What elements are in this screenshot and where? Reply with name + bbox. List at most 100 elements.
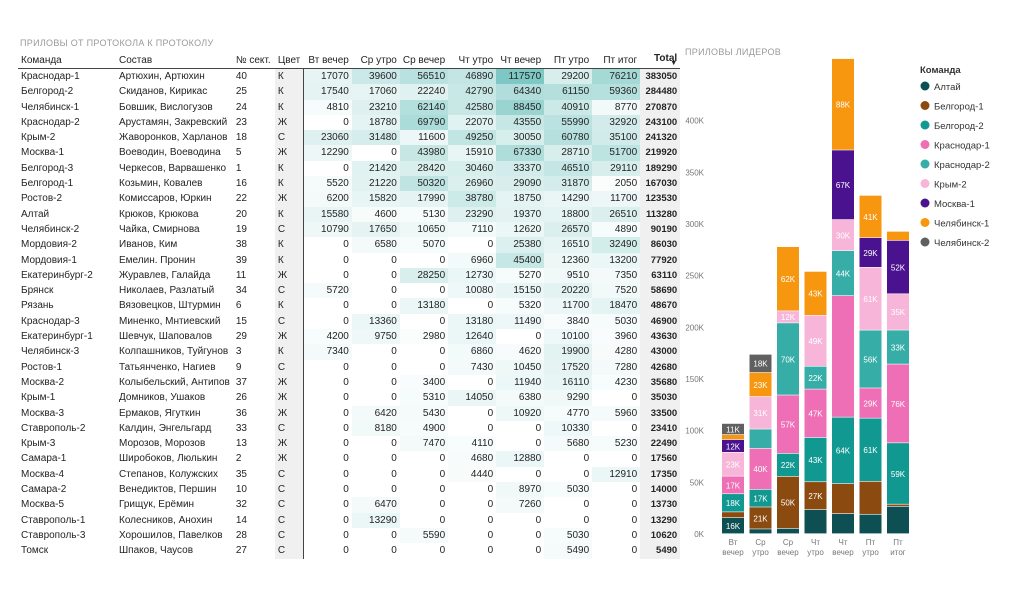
column-header[interactable]: Ср утро [351,52,400,69]
value-cell: 0 [631,422,638,434]
value-cell: 62140 [399,99,449,115]
value-cell: 22070 [448,114,497,131]
x-tick-label: вечер [777,548,799,557]
column-header[interactable]: Чт вечер [496,52,545,69]
x-tick-label: Ср [783,538,794,547]
table-row[interactable]: Ставрополь-2 Калдин, Энгельгард 33 С 0 8180 49… [18,420,681,437]
value-cell: 15580 [303,206,352,222]
table-row[interactable]: Москва-3 Ермаков, Ягуткин 36 Ж 0 6420 5430 0 109… [18,405,681,421]
column-header[interactable]: Total ▼ [640,52,681,69]
table-row[interactable]: Краснодар-3 Миненко, Мнтиевский 15 С 0 13360 0… [18,313,681,330]
value-cell: 0 [439,514,446,526]
table-row[interactable]: Алтай Крюков, Крюкова 20 К 15580 4600 5130 2329… [18,206,681,222]
bar-segment [887,330,909,364]
value-cell: 0 [535,545,542,557]
sector-cell: 18 [235,132,247,144]
table-row[interactable]: Ставрополь-3 Хорошилов, Павелков 28 С 0 0 5590… [18,527,681,544]
column-header[interactable]: Команда [18,52,116,69]
table-row[interactable]: Краснодар-2 Арустамян, Закревский 23 Ж 0 1878… [18,114,681,131]
bar-segment [722,439,744,453]
sector-cell: 36 [235,407,247,419]
value-cell: 4900 [399,420,449,437]
column-header[interactable]: Цвет [274,52,304,69]
value-cell: 31870 [544,176,593,192]
table-row[interactable]: Брянск Николаев, Разлатый 34 С 5720 0 0 10080 15… [18,283,681,299]
table-row[interactable]: Челябинск-2 Чайка, Смирнова 19 С 10790 17650 1… [18,221,681,238]
sector-cell: 27 [235,545,247,557]
value-cell: 13180 [399,298,449,314]
data-label: 29K [863,399,878,408]
team-cell: Алтай [21,208,50,220]
roster-cell: Грищук, Ерёмин [119,499,195,511]
column-header[interactable]: Чт утро [448,52,497,69]
value-cell: 10650 [399,221,449,238]
value-cell: 4110 [448,436,497,452]
value-cell: 35100 [592,130,641,146]
table-row[interactable]: Рязань Вязовецков, Штурмин 6 К 0 0 13180 0 5320 1… [18,298,681,314]
table-row[interactable]: Мордовия-2 Иванов, Ким 38 К 0 6580 5070 0 25380 1… [18,237,681,253]
value-cell: 0 [343,162,349,174]
table-row[interactable]: Крым-3 Морозов, Морозов 13 Ж 0 0 7470 4110 0 5680… [18,436,681,452]
sector-cell: 32 [235,499,247,511]
value-cell: 11600 [399,130,449,146]
team-cell: Мордовия-1 [21,254,77,266]
table-row[interactable]: Челябинск-1 Бовшик, Вислогузов 24 К 4810 2321… [18,99,681,115]
value-cell: 0 [487,407,494,419]
total-cell: 58690 [640,283,681,299]
legend-entry: Челябинск-1 [934,219,989,230]
table-row[interactable]: Краснодар-1 Артюхин, Артюхин 40 К 17070 39600… [18,68,681,85]
roster-cell: Журавлев, Галайда [119,269,211,281]
value-cell: 11490 [496,313,545,330]
table-row[interactable]: Екатеринбург-1 Шевчук, Шаповалов 29 Ж 4200 97… [18,329,681,345]
table-row[interactable]: Москва-2 Колыбельский, Антипов 37 Ж 0 0 3400 0 1… [18,374,681,391]
column-header[interactable]: Вт вечер [303,52,352,69]
color-cell: К [274,344,304,360]
data-label: 31K [753,409,768,418]
table-row[interactable]: Белгород-2 Скиданов, Кирикас 25 К 17540 17060… [18,84,681,100]
sector-cell: 20 [235,208,247,220]
table-row[interactable]: Ставрополь-1 Колесников, Анохин 14 С 0 13290 0… [18,512,681,528]
table-row[interactable]: Крым-2 Жаворонков, Харланов 18 С 23060 31480 1… [18,130,681,146]
table-row[interactable]: Белгород-1 Козьмин, Ковалев 16 К 5520 21220 50… [18,176,681,192]
bar-segment [832,150,854,220]
value-cell: 7470 [399,436,449,452]
table-row[interactable]: Ростов-2 Комиссаров, Юркин 22 Ж 6200 15820 179… [18,191,681,207]
table-row[interactable]: Москва-1 Воеводин, Воеводина 5 Ж 12290 0 43980… [18,145,681,161]
color-cell: С [274,527,304,544]
total-cell: 77920 [640,252,681,268]
total-cell: 35680 [640,374,681,391]
roster-cell: Татьянченко, Нагиев [119,361,216,373]
value-cell: 8770 [592,99,641,115]
table-row[interactable]: Ростов-1 Татьянченко, Нагиев 9 С 0 0 0 7430 1045… [18,359,681,375]
table-row[interactable]: Екатеринбург-2 Журавлев, Галайда 11 Ж 0 0 2825… [18,267,681,284]
team-cell: Москва-3 [21,407,65,419]
table-row[interactable]: Мордовия-1 Емелин. Пронин 39 К 0 0 0 6960 45400 1… [18,252,681,268]
table-row[interactable]: Белгород-3 Черкесов, Варвашенко 1 К 0 21420 28… [18,160,681,177]
table-row[interactable]: Самара-2 Венедиктов, Першин 10 С 0 0 0 0 8970 503… [18,482,681,498]
total-cell: 241320 [640,130,681,146]
table-row[interactable]: Москва-5 Грищук, Ерёмин 32 С 0 6470 0 0 7260 0 0 13… [18,497,681,513]
color-cell: С [274,512,304,528]
column-header[interactable]: № сект. [232,52,275,69]
column-header[interactable]: Состав [116,52,233,69]
value-cell: 0 [343,361,349,373]
sort-descending-icon[interactable]: ▼ [670,60,678,67]
total-cell: 10620 [640,527,681,544]
value-cell: 38780 [448,191,497,207]
table-row[interactable]: Крым-1 Домников, Ушаков 26 Ж 0 0 5310 14050 6380… [18,390,681,406]
total-cell: 48670 [640,298,681,314]
value-cell: 4810 [303,99,352,115]
column-header[interactable]: Пт итог [592,52,641,69]
table-row[interactable]: Томск Шпаков, Чаусов 27 С 0 0 0 0 0 5490 0 5490 [18,543,681,559]
table-row[interactable]: Челябинск-3 Колпашников, Туйгунов 3 К 7340 0 0… [18,344,681,360]
sector-cell: 40 [235,71,247,82]
roster-cell: Домников, Ушаков [119,392,206,404]
value-cell: 0 [583,514,590,526]
column-header[interactable]: Пт утро [544,52,593,69]
column-header[interactable]: Ср вечер [399,52,449,69]
bar-segment [722,517,744,534]
table-row[interactable]: Москва-4 Степанов, Колужских 35 С 0 0 0 4440 0 0 1… [18,466,681,483]
roster-cell: Бовшик, Вислогузов [119,101,213,113]
data-label: 61K [863,446,878,455]
table-row[interactable]: Самара-1 Широбоков, Люлькин 2 Ж 0 0 0 4680 12880… [18,451,681,467]
